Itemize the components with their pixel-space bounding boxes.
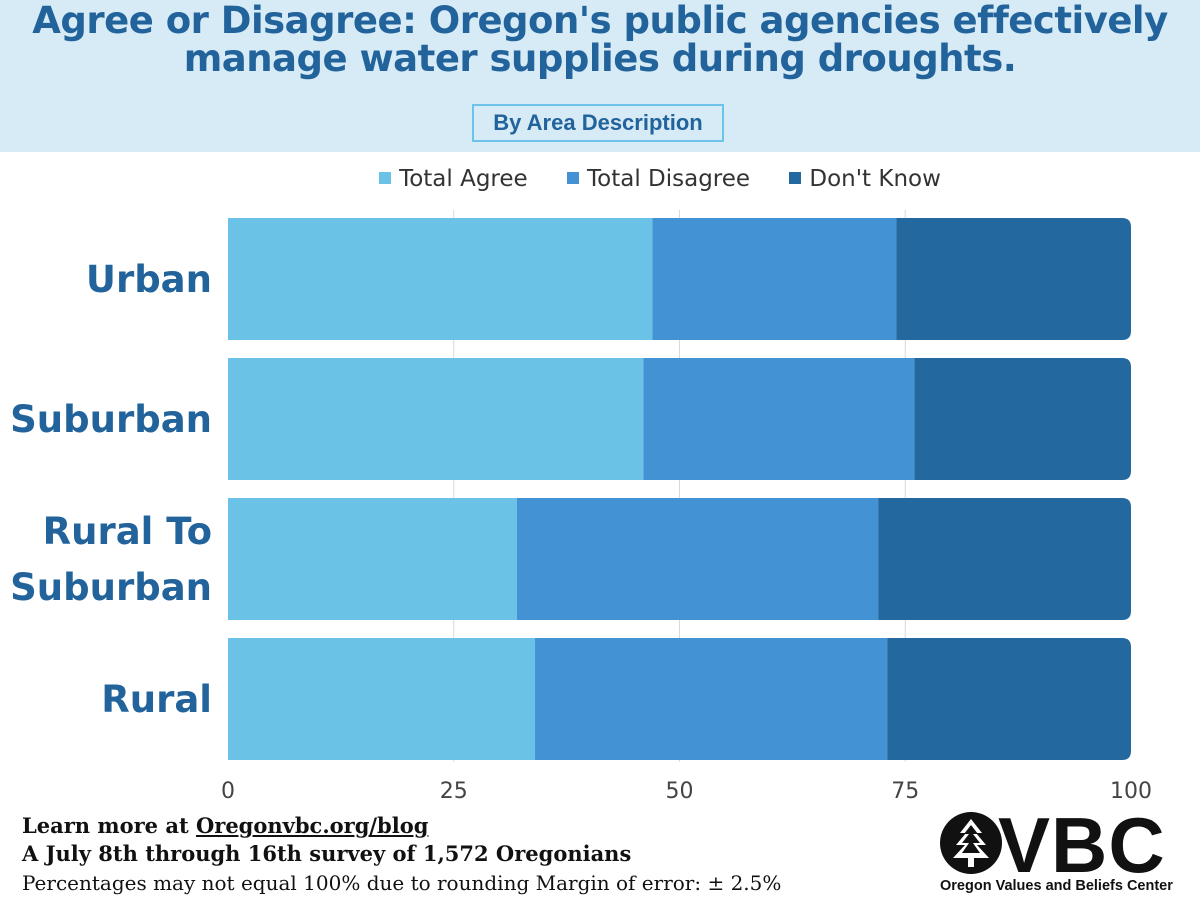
vbc-logo: VBC Oregon Values and Beliefs Center [938, 801, 1196, 900]
footer-blog-link[interactable]: Oregonvbc.org/blog [195, 813, 429, 838]
legend-item-total-agree: Total Agree [379, 166, 528, 192]
bar-rural-to-suburban-total-disagree [516, 498, 879, 620]
category-label-rural-to-suburban-line-1: Rural To [43, 510, 212, 553]
bar-urban-don-t-know [896, 218, 1131, 340]
bar-suburban-don-t-know [914, 358, 1131, 480]
bar-rural-total-disagree [535, 638, 888, 760]
stacked-bar-chart: Urban Suburban Rural To Suburban Rural 0 25 50 7… [10, 210, 1152, 804]
chart-title-line-1: Agree or Disagree: Oregon's public agenc… [32, 0, 1168, 42]
bar-suburban-total-agree [228, 358, 644, 480]
x-tick-label-25: 25 [440, 779, 468, 804]
category-label-urban-line-1: Urban [86, 258, 212, 301]
footer: Learn more at Oregonvbc.org/blog A July … [22, 812, 781, 898]
category-label-rural-to-suburban-line-2: Suburban [10, 566, 212, 609]
footer-learn-more: Learn more at Oregonvbc.org/blog [22, 812, 781, 840]
legend-label-total-disagree: Total Disagree [587, 166, 751, 192]
legend-item-dont-know: Don't Know [789, 166, 941, 192]
legend-item-total-disagree: Total Disagree [567, 166, 750, 192]
bar-rural-to-suburban-total-agree [228, 498, 517, 620]
header-banner: Agree or Disagree: Oregon's public agenc… [0, 0, 1200, 152]
footer-learn-more-prefix: Learn more at [22, 813, 196, 838]
x-tick-label-100: 100 [1110, 779, 1152, 804]
category-label-suburban-line-1: Suburban [10, 398, 212, 441]
bar-rural-total-agree [228, 638, 536, 760]
footer-margin-note: Percentages may not equal 100% due to ro… [22, 871, 782, 895]
bar-urban-total-agree [228, 218, 653, 340]
tree-circle-icon [940, 812, 1002, 874]
chart-title: Agree or Disagree: Oregon's public agenc… [0, 2, 1200, 78]
footer-survey-info: A July 8th through 16th survey of 1,572 … [22, 841, 632, 866]
x-tick-label-0: 0 [221, 779, 235, 804]
logo-subtitle: Oregon Values and Beliefs Center [940, 878, 1173, 894]
bar-rural-don-t-know [887, 638, 1131, 760]
chart-subtitle: By Area Description [472, 104, 724, 142]
logo-wordmark: VBC [998, 801, 1166, 889]
chart-title-line-2: manage water supplies during droughts. [183, 37, 1017, 80]
chart-legend: Total Agree Total Disagree Don't Know [0, 166, 1200, 192]
bar-urban-total-disagree [652, 218, 897, 340]
legend-swatch-dont-know [789, 171, 802, 184]
x-tick-label-50: 50 [666, 779, 694, 804]
legend-label-total-agree: Total Agree [399, 166, 528, 192]
x-tick-label-75: 75 [891, 779, 919, 804]
bar-rural-to-suburban-don-t-know [878, 498, 1131, 620]
legend-swatch-total-disagree [567, 171, 579, 184]
legend-swatch-total-agree [379, 171, 392, 184]
category-label-rural-line-1: Rural [101, 678, 212, 721]
legend-label-dont-know: Don't Know [809, 166, 941, 192]
bar-suburban-total-disagree [643, 358, 915, 480]
